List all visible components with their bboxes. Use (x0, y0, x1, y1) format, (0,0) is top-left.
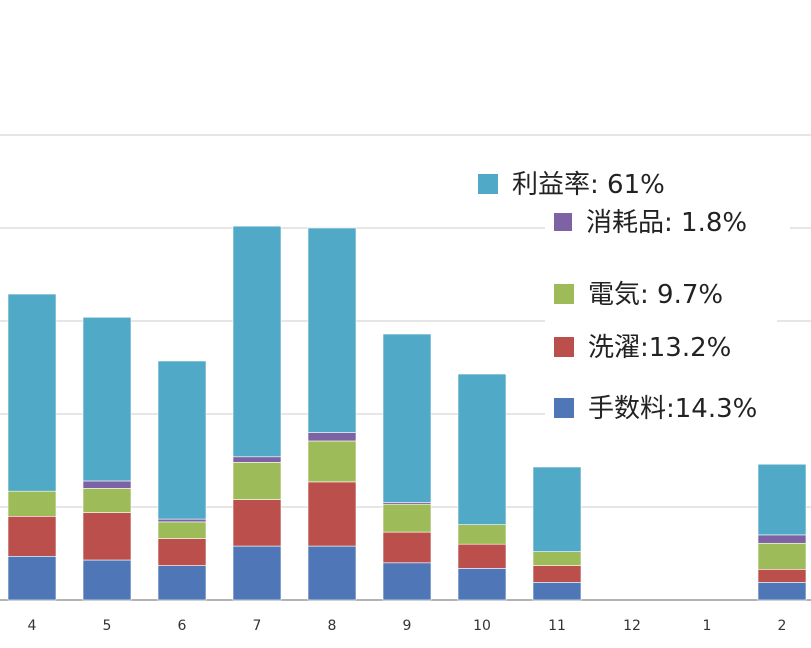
legend: 利益率: 61% 消耗品: 1.8% 電気: 9.7% 洗濯:13.2% 手数料:14.… (468, 160, 811, 432)
x-tick-label: 12 (623, 618, 641, 634)
bar-segment (457, 543, 507, 569)
bar-segment (382, 531, 432, 564)
legend-swatch (478, 174, 498, 194)
bar-segment (157, 565, 207, 601)
legend-background (545, 266, 777, 374)
bar-segment (757, 569, 807, 583)
bars (7, 225, 807, 601)
x-tick-label: 2 (778, 618, 787, 634)
legend-swatch (554, 213, 572, 231)
bar-segment (157, 360, 207, 520)
bar-segment (757, 582, 807, 601)
x-axis: 4 5 6 7 8 9 10 11 12 1 2 (28, 618, 787, 634)
x-tick-label: 1 (703, 618, 712, 634)
x-tick-label: 9 (403, 618, 412, 634)
bar-segment (307, 545, 357, 601)
x-tick-label: 5 (103, 618, 112, 634)
bar-segment (7, 293, 57, 492)
legend-background (468, 160, 738, 204)
legend-swatch (554, 337, 574, 357)
legend-background (545, 204, 790, 244)
bar-segment (307, 481, 357, 547)
x-tick-label: 8 (328, 618, 337, 634)
bar-segment (757, 463, 807, 536)
bar-segment (457, 373, 507, 525)
bar-segment (232, 462, 282, 500)
bar-segment (7, 490, 57, 517)
bar-segment (7, 555, 57, 601)
bar-segment (307, 227, 357, 433)
bar-segment (157, 518, 207, 523)
bar-segment (382, 333, 432, 503)
x-tick-label: 11 (548, 618, 566, 634)
bar-segment (757, 542, 807, 570)
legend-swatch (554, 284, 574, 304)
legend-label: 電気: 9.7% (588, 280, 723, 310)
bar-segment (382, 503, 432, 533)
legend-label: 洗濯:13.2% (588, 333, 731, 363)
bar-segment (82, 559, 132, 601)
bar-segment (307, 440, 357, 483)
bar-segment (532, 582, 582, 601)
bar-segment (307, 432, 357, 442)
bar-segment (457, 568, 507, 601)
bar-segment (532, 466, 582, 552)
legend-label: 利益率: 61% (512, 170, 665, 200)
bar-segment (232, 225, 282, 458)
bar-segment (232, 456, 282, 463)
bar-segment (757, 534, 807, 544)
bar-segment (157, 521, 207, 539)
bar-segment (157, 538, 207, 566)
x-tick-label: 7 (253, 618, 262, 634)
bar-segment (82, 480, 132, 489)
bar-segment (7, 515, 57, 557)
legend-label: 手数料:14.3% (588, 394, 757, 424)
bar-segment (232, 545, 282, 601)
legend-label: 消耗品: 1.8% (586, 208, 747, 238)
legend-swatch (554, 398, 574, 418)
bar-segment (382, 562, 432, 601)
x-tick-label: 10 (473, 618, 491, 634)
bar-segment (457, 524, 507, 545)
bar-segment (82, 488, 132, 513)
legend-background (545, 386, 811, 432)
x-tick-label: 6 (178, 618, 187, 634)
bar-segment (82, 316, 132, 482)
x-tick-label: 4 (28, 618, 37, 634)
bar-segment (82, 512, 132, 561)
bar-segment (232, 499, 282, 547)
bar-segment (532, 565, 582, 583)
bar-segment (532, 551, 582, 566)
